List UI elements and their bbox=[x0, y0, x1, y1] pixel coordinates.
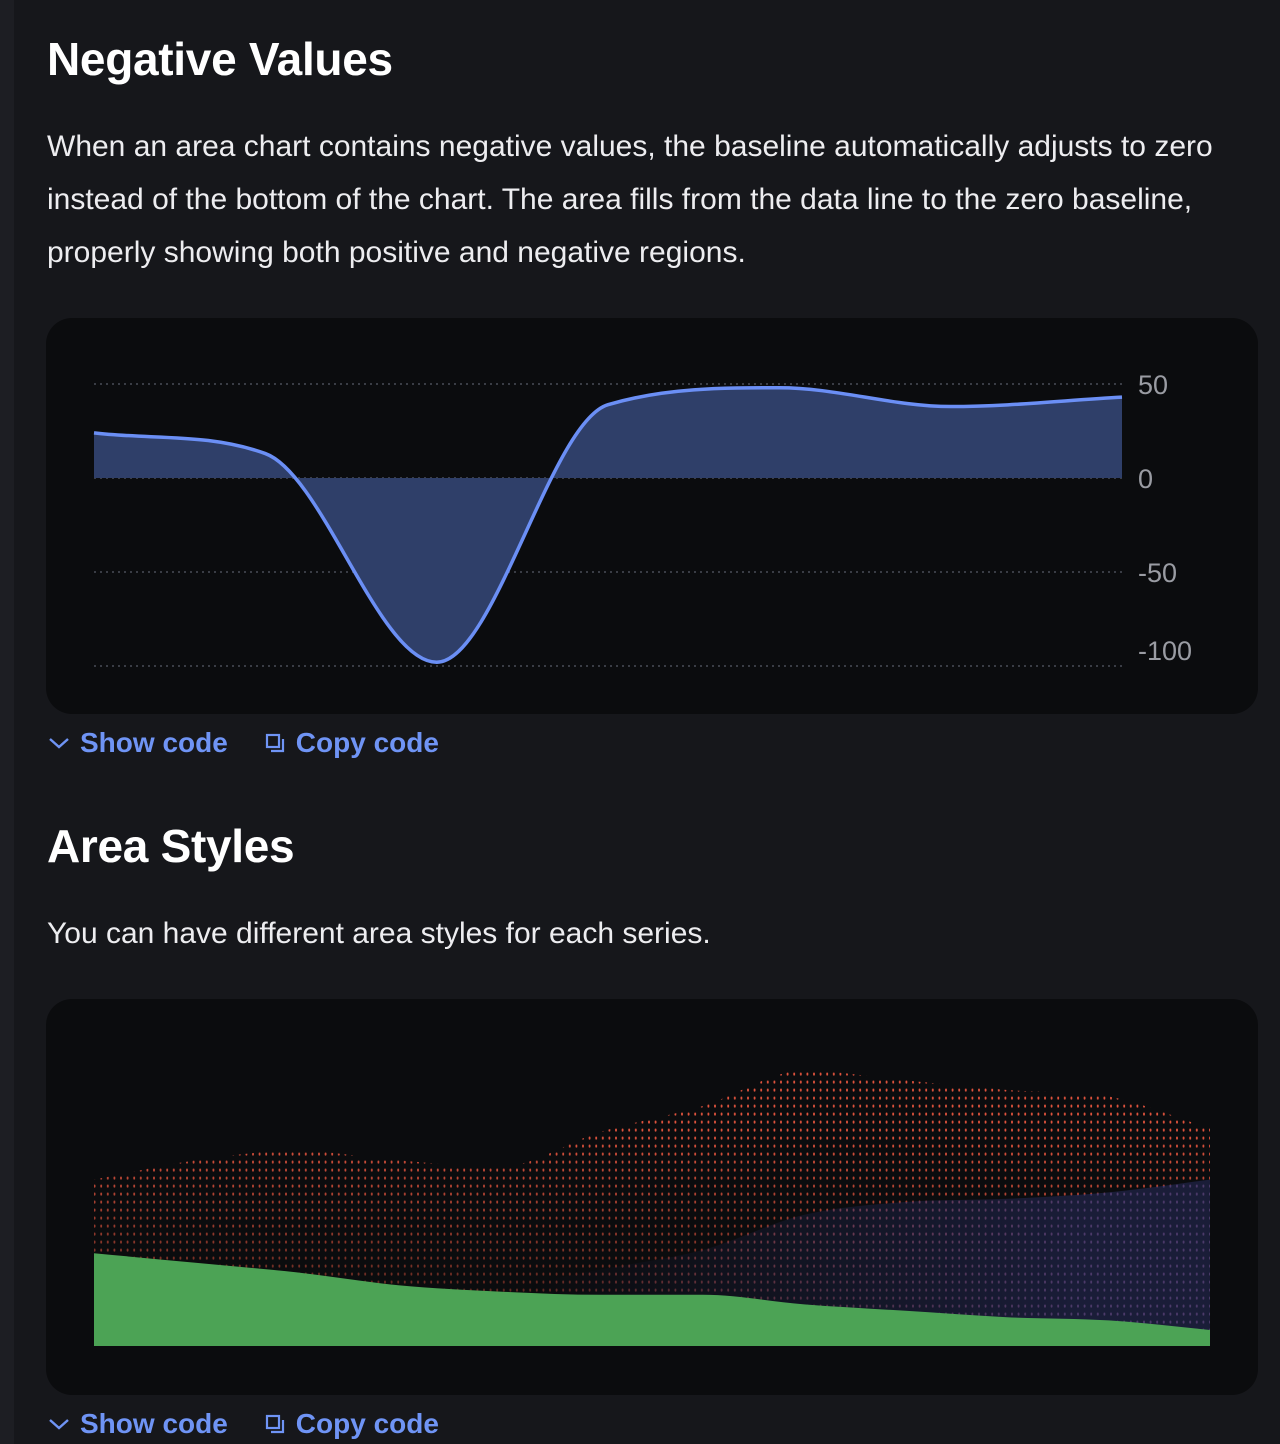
area-series-blue-dotted bbox=[94, 1179, 1210, 1346]
section-description-negative-values: When an area chart contains negative val… bbox=[47, 130, 1213, 269]
show-code-label: Show code bbox=[80, 1408, 228, 1439]
copy-code-button[interactable]: Copy code bbox=[264, 1408, 439, 1440]
section-title-negative-values: Negative Values bbox=[47, 33, 393, 85]
area-series-green-solid bbox=[94, 1253, 1210, 1346]
sidebar-edge bbox=[0, 0, 14, 1444]
negative-values-chart: 50 0 -50 -100 bbox=[46, 318, 1258, 714]
negative-values-chart-svg: 50 0 -50 -100 bbox=[93, 370, 1192, 667]
y-tick-label: 0 bbox=[1138, 464, 1153, 494]
show-code-label: Show code bbox=[80, 727, 228, 758]
chevron-down-icon bbox=[49, 738, 69, 749]
show-code-button[interactable]: Show code bbox=[48, 1408, 228, 1440]
area-styles-chart bbox=[46, 999, 1258, 1395]
copy-code-label: Copy code bbox=[295, 727, 439, 758]
y-tick-label: 50 bbox=[1138, 370, 1168, 400]
copy-icon bbox=[265, 1414, 284, 1434]
y-tick-label: -50 bbox=[1138, 558, 1177, 588]
show-code-button[interactable]: Show code bbox=[48, 727, 228, 759]
area-styles-chart-svg bbox=[94, 1070, 1210, 1346]
section-description-area-styles: You can have different area styles for e… bbox=[47, 917, 711, 950]
series-line bbox=[93, 386, 1123, 664]
copy-icon bbox=[265, 733, 284, 753]
code-actions-negative-values: Show code Copy code bbox=[48, 727, 439, 759]
y-tick-label: -100 bbox=[1138, 636, 1192, 666]
copy-code-label: Copy code bbox=[295, 1408, 439, 1439]
section-title-area-styles: Area Styles bbox=[47, 820, 295, 872]
area-fill bbox=[94, 387, 1122, 663]
copy-code-button[interactable]: Copy code bbox=[264, 727, 439, 759]
chevron-down-icon bbox=[49, 1419, 69, 1430]
code-actions-area-styles: Show code Copy code bbox=[48, 1408, 439, 1440]
